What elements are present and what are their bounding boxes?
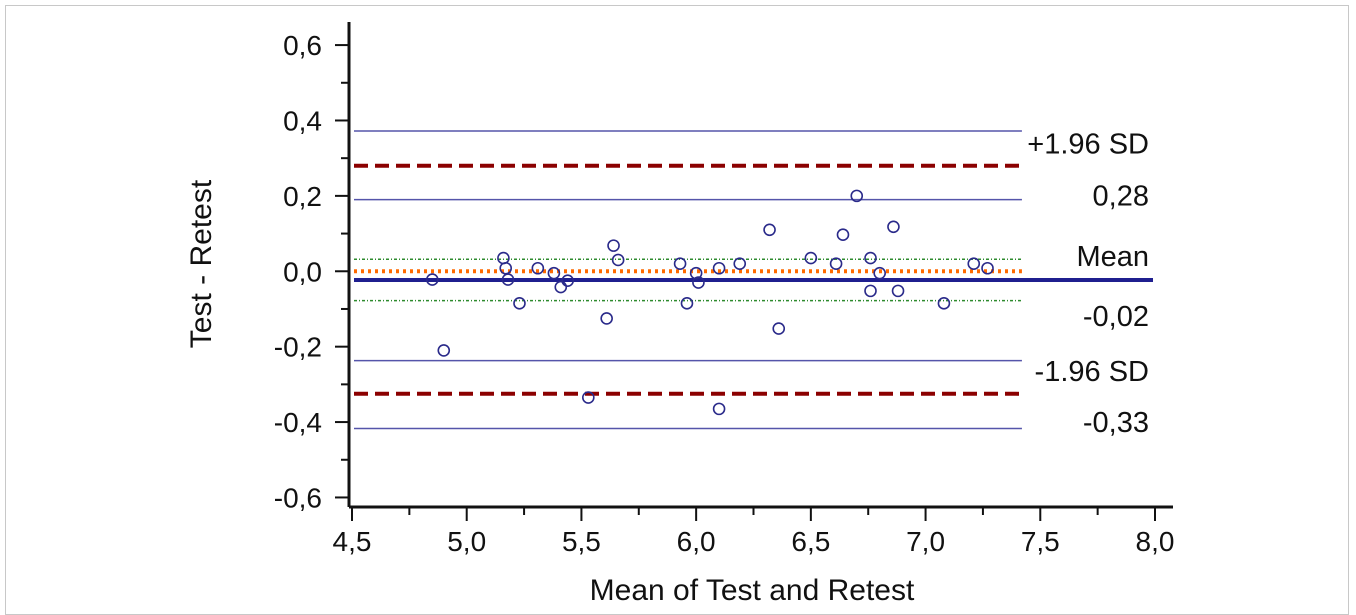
data-point	[712, 261, 726, 275]
data-point	[513, 297, 526, 310]
y-tick-label: 0,6	[283, 30, 322, 61]
y-axis-title: Test - Retest	[185, 179, 218, 348]
upper-loa-value: 0,28	[1093, 181, 1149, 213]
y-tick-label: 0,2	[283, 181, 322, 212]
x-tick-label: 5,0	[447, 526, 486, 557]
data-point	[425, 273, 439, 286]
axes	[347, 22, 1173, 509]
data-point	[804, 251, 818, 265]
data-point	[600, 312, 613, 325]
data-point	[733, 257, 747, 271]
x-tick-label: 5,5	[562, 526, 601, 557]
data-point	[497, 251, 510, 265]
data-point	[864, 251, 877, 265]
data-point	[437, 344, 451, 357]
data-point	[981, 261, 994, 275]
x-tick-label: 6,5	[791, 526, 830, 557]
data-point	[607, 239, 620, 252]
data-point	[829, 257, 843, 271]
data-point	[673, 257, 687, 271]
data-point	[531, 261, 545, 275]
data-point	[891, 284, 905, 298]
upper-loa-label: +1.96 SD	[1027, 129, 1149, 161]
x-tick-label: 8,0	[1136, 526, 1175, 557]
data-point	[689, 266, 703, 280]
data-point	[763, 223, 776, 237]
x-tick-label: 7,5	[1021, 526, 1060, 557]
x-tick-label: 6,0	[677, 526, 716, 557]
y-tick-label: -0,4	[274, 407, 322, 438]
data-point	[547, 266, 561, 280]
data-point	[582, 391, 595, 404]
data-point	[864, 284, 877, 298]
data-point	[561, 274, 574, 287]
reference-lines	[354, 130, 1153, 430]
data-point	[937, 297, 951, 310]
data-point	[501, 273, 515, 286]
y-tick-label: -0,6	[274, 482, 322, 513]
y-tick-label: 0,0	[283, 256, 322, 287]
data-point	[611, 253, 625, 267]
data-point	[873, 266, 886, 280]
axis-ticks: 0,6 0,4 0,2 0,0 -0,2 -0,4 -0,6 4,5 5,0 5,5 6,0 6,5 7…	[274, 30, 1175, 557]
mean-value: -0,02	[1083, 301, 1149, 333]
annotations: +1.96 SD 0,28 Mean -0,02 -1.96 SD -0,33	[1027, 129, 1149, 439]
y-tick-label: 0,4	[283, 105, 322, 136]
data-point	[887, 220, 900, 234]
data-point	[712, 402, 726, 416]
lower-loa-label: -1.96 SD	[1035, 356, 1149, 388]
x-tick-label: 7,0	[906, 526, 945, 557]
mean-label: Mean	[1076, 241, 1149, 273]
data-point	[967, 257, 981, 271]
lower-loa-value: -0,33	[1083, 407, 1149, 439]
data-point	[554, 280, 568, 294]
data-point	[499, 261, 513, 275]
y-tick-label: -0,2	[274, 332, 322, 363]
data-point	[850, 189, 864, 203]
data-point	[680, 297, 694, 310]
data-point	[772, 322, 786, 335]
x-tick-label: 4,5	[333, 526, 372, 557]
x-axis-title: Mean of Test and Retest	[590, 574, 915, 607]
data-point	[836, 228, 850, 242]
data-points	[425, 189, 994, 416]
data-point	[692, 276, 705, 289]
